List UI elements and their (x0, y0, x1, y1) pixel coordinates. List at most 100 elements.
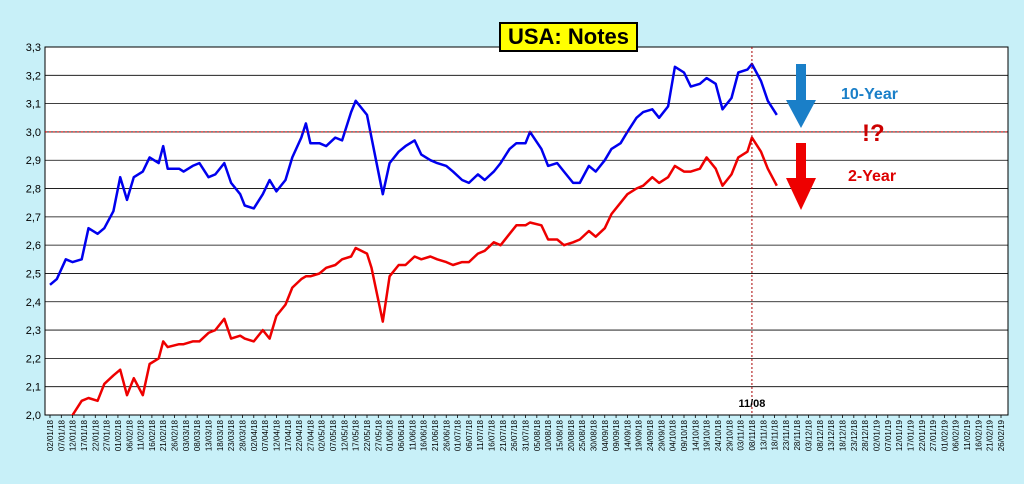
x-tick-label: 03/03/18 (182, 419, 191, 451)
x-tick-label: 22/01/19 (918, 419, 927, 451)
x-tick-label: 01/02/18 (114, 419, 123, 451)
x-tick-label: 23/11/18 (782, 419, 791, 450)
x-tick-label: 17/01/19 (906, 419, 915, 451)
x-tick-label: 08/03/18 (193, 419, 202, 451)
series-line-10-year (49, 62, 778, 286)
grid (45, 46, 1008, 416)
x-tick-label: 16/02/19 (974, 419, 983, 451)
x-tick-label: 21/02/18 (159, 419, 168, 451)
x-tick-label: 06/07/18 (465, 419, 474, 451)
y-axis: 2,0 2,1 2,2 2,3 2,4 2,5 2,6 2,7 2,8 2,9 3,0 3,1 3,2 3… (26, 42, 41, 422)
x-tick-label: 09/10/18 (680, 419, 689, 451)
annotation-2-year: 2-Year (848, 168, 896, 185)
x-tick-label: 28/11/18 (793, 419, 802, 450)
x-tick-label: 21/02/19 (986, 419, 995, 451)
x-tick-label: 11/07/18 (476, 419, 485, 450)
x-tick-label: 24/10/18 (714, 419, 723, 451)
x-tick-label: 02/01/19 (872, 419, 881, 451)
x-tick-label: 19/10/18 (703, 419, 712, 451)
x-tick-label: 27/04/18 (306, 419, 315, 451)
x-tick-label: 11/02/18 (137, 419, 146, 450)
x-tick-label: 12/05/18 (340, 419, 349, 451)
chart-title: USA: Notes (499, 22, 638, 52)
x-tick-label: 28/12/18 (861, 419, 870, 451)
x-tick-label: 26/07/18 (510, 419, 519, 451)
y-tick-label: 3,1 (26, 99, 41, 111)
x-tick-label: 16/02/18 (148, 419, 157, 451)
x-tick-label: 02/01/18 (46, 419, 55, 451)
x-tick-label: 09/09/18 (612, 419, 621, 451)
x-tick-label: 11/02/19 (963, 419, 972, 450)
arrow-down-blue-icon (786, 64, 816, 128)
x-tick-label: 17/04/18 (284, 419, 293, 451)
x-tick-label: 06/06/18 (397, 419, 406, 451)
x-tick-label: 27/01/19 (929, 419, 938, 451)
x-tick-label: 07/01/18 (57, 419, 66, 451)
y-tick-label: 3,3 (26, 42, 41, 54)
y-tick-label: 2,6 (26, 240, 41, 252)
x-tick-label: 16/06/18 (420, 419, 429, 451)
x-tick-label: 29/10/18 (725, 419, 734, 451)
x-tick-label: 18/11/18 (771, 419, 780, 450)
y-tick-label: 2,0 (26, 410, 41, 422)
vertical-marker-label: 11/08 (738, 398, 765, 410)
y-tick-label: 2,2 (26, 353, 41, 365)
x-tick-label: 21/06/18 (431, 419, 440, 451)
x-tick-label: 01/02/19 (940, 419, 949, 451)
x-tick-label: 28/03/18 (238, 419, 247, 451)
y-tick-label: 2,1 (26, 382, 41, 394)
x-tick-label: 25/08/18 (578, 419, 587, 451)
x-tick-label: 26/02/19 (997, 419, 1006, 451)
x-tick-label: 12/01/19 (895, 419, 904, 451)
y-tick-label: 2,4 (26, 297, 41, 309)
annotation-10-year: 10-Year (841, 86, 898, 103)
y-tick-label: 2,5 (26, 268, 41, 280)
x-tick-label: 21/07/18 (499, 419, 508, 451)
x-tick-label: 29/09/18 (657, 419, 666, 451)
x-tick-label: 10/08/18 (544, 419, 553, 451)
x-tick-label: 27/01/18 (103, 419, 112, 451)
x-tick-label: 07/04/18 (261, 419, 270, 451)
x-tick-label: 05/08/18 (533, 419, 542, 451)
x-tick-label: 22/05/18 (363, 419, 372, 451)
x-tick-label: 13/12/18 (827, 419, 836, 451)
x-tick-label: 26/06/18 (442, 419, 451, 451)
x-tick-label: 24/09/18 (646, 419, 655, 451)
x-tick-label: 14/10/18 (691, 419, 700, 451)
x-tick-label: 06/02/18 (125, 419, 134, 451)
x-tick-label: 23/12/18 (850, 419, 859, 451)
x-tick-label: 14/09/18 (623, 419, 632, 451)
x-tick-label: 15/08/18 (555, 419, 564, 451)
x-tick-label: 16/07/18 (488, 419, 497, 451)
x-tick-label: 06/02/19 (952, 419, 961, 451)
x-tick-label: 26/02/18 (171, 419, 180, 451)
x-tick-label: 13/11/18 (759, 419, 768, 450)
x-tick-label: 19/09/18 (635, 419, 644, 451)
x-tick-label: 20/08/18 (567, 419, 576, 451)
x-tick-label: 12/01/18 (69, 419, 78, 451)
x-tick-label: 17/05/18 (352, 419, 361, 451)
x-tick-label: 07/01/19 (884, 419, 893, 451)
y-tick-label: 2,8 (26, 184, 41, 196)
plot-area (44, 46, 1009, 416)
markers: 11/08 (45, 47, 1008, 415)
x-tick-label: 13/03/18 (205, 419, 214, 451)
x-tick-label: 27/05/18 (374, 419, 383, 451)
y-tick-label: 2,7 (26, 212, 41, 224)
x-tick-label: 11/06/18 (408, 419, 417, 450)
y-tick-label: 2,9 (26, 155, 41, 167)
x-tick-label: 03/11/18 (737, 419, 746, 450)
annotation-question: !? (862, 120, 885, 147)
x-tick-label: 02/04/18 (250, 419, 259, 451)
x-tick-label: 04/10/18 (669, 419, 678, 451)
x-tick-label: 30/08/18 (589, 419, 598, 451)
series-line-2-year (70, 136, 778, 415)
x-tick-label: 08/11/18 (748, 419, 757, 450)
y-tick-label: 3,2 (26, 70, 41, 82)
x-tick-label: 31/07/18 (522, 419, 531, 451)
y-tick-label: 2,3 (26, 325, 41, 337)
x-tick-label: 18/03/18 (216, 419, 225, 451)
x-tick-label: 02/05/18 (318, 419, 327, 451)
x-tick-label: 23/03/18 (227, 419, 236, 451)
